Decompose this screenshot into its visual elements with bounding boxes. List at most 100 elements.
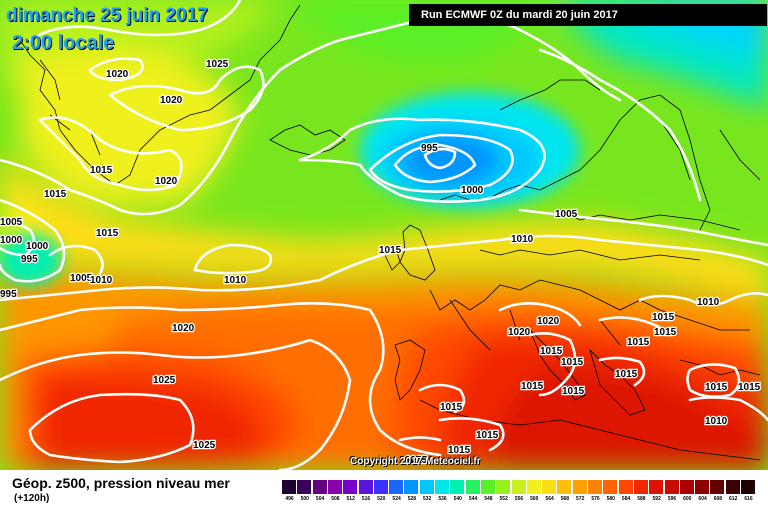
legend-cell: 564 <box>542 480 558 504</box>
legend-swatch <box>480 480 496 494</box>
legend-swatch <box>633 480 649 494</box>
legend-swatch <box>419 480 435 494</box>
legend-swatch <box>465 480 481 494</box>
legend-cell: 584 <box>618 480 634 504</box>
legend-cell: 496 <box>282 480 297 504</box>
legend-cell: 516 <box>358 480 374 504</box>
legend-value: 612 <box>729 496 738 502</box>
isobar-label: 1000 <box>0 235 23 246</box>
isobar-label: 1020 <box>172 323 195 334</box>
isobar-label: 1015 <box>738 382 761 393</box>
legend-swatch <box>404 480 420 494</box>
legend-swatch <box>679 480 695 494</box>
legend-swatch <box>435 480 450 494</box>
legend-swatch <box>389 480 405 494</box>
isobar-label: 1015 <box>705 382 728 393</box>
legend-cell: 508 <box>327 480 343 504</box>
legend-swatch <box>282 480 297 494</box>
isobar-label: 1020 <box>537 316 560 327</box>
isobar-label: 1020 <box>106 69 129 80</box>
isobar-label: 1000 <box>26 241 49 252</box>
isobar-label: 1015 <box>405 455 428 466</box>
legend-cell: 612 <box>725 480 741 504</box>
legend-cell: 520 <box>373 480 389 504</box>
isobar-label: 1025 <box>153 375 176 386</box>
isobar-label: 1020 <box>508 327 531 338</box>
legend-cell: 500 <box>297 480 313 504</box>
legend-cell: 616 <box>741 480 756 504</box>
forecast-date-title: dimanche 25 juin 2017 <box>6 5 208 26</box>
legend-cell: 560 <box>526 480 542 504</box>
legend-value: 568 <box>560 496 570 502</box>
legend-cell: 600 <box>679 480 695 504</box>
isobar-label: 1020 <box>155 176 178 187</box>
isobar-label: 1015 <box>561 357 584 368</box>
isobar-label: 1015 <box>540 346 563 357</box>
legend-swatch <box>664 480 680 494</box>
footer-title: Géop. z500, pression niveau mer <box>12 475 230 491</box>
legend-cell: 524 <box>389 480 405 504</box>
legend-value: 596 <box>667 496 677 502</box>
legend-value: 532 <box>423 496 432 502</box>
legend-cell: 540 <box>450 480 466 504</box>
legend-swatch <box>572 480 588 494</box>
legend-value: 564 <box>545 496 554 502</box>
footer-subtitle: (+120h) <box>14 493 50 504</box>
isobar-label: 995 <box>21 254 38 265</box>
legend-cell: 580 <box>603 480 619 504</box>
legend-value: 600 <box>683 496 692 502</box>
legend-cell: 512 <box>343 480 359 504</box>
legend-swatch <box>496 480 512 494</box>
isobar-label: 1020 <box>160 95 183 106</box>
legend-value: 516 <box>361 496 371 502</box>
legend-value: 504 <box>315 496 325 502</box>
legend-value: 580 <box>606 496 615 502</box>
legend-swatch <box>695 480 711 494</box>
footer-bar: Géop. z500, pression niveau mer (+120h) … <box>0 470 768 512</box>
legend-swatch <box>710 480 726 494</box>
legend-value: 528 <box>407 496 417 502</box>
legend-cell: 604 <box>695 480 711 504</box>
legend-cell: 548 <box>480 480 496 504</box>
isobar-label: 1015 <box>44 189 67 200</box>
legend-value: 524 <box>392 496 401 502</box>
legend-value: 560 <box>530 496 539 502</box>
legend-swatch <box>725 480 741 494</box>
legend-value: 548 <box>484 496 493 502</box>
isobar-label: 995 <box>0 289 17 300</box>
legend-swatch <box>649 480 665 494</box>
legend-value: 588 <box>637 496 646 502</box>
legend-cell: 588 <box>633 480 649 504</box>
isobar-label: 1000 <box>461 185 484 196</box>
legend-cell: 576 <box>588 480 603 504</box>
legend-value: 604 <box>698 496 707 502</box>
legend-value: 500 <box>300 496 309 502</box>
legend-value: 512 <box>346 496 355 502</box>
legend-swatch <box>588 480 603 494</box>
isobar-label: 1010 <box>705 416 728 427</box>
legend-value: 616 <box>744 496 753 502</box>
legend-value: 544 <box>468 496 478 502</box>
map-canvas: 1020102510201015102010151005101510001000… <box>0 0 768 470</box>
legend-swatch <box>358 480 374 494</box>
legend-swatch <box>618 480 634 494</box>
isobar-label: 1010 <box>224 275 247 286</box>
isobar-label: 1015 <box>476 430 499 441</box>
legend-cell: 536 <box>435 480 450 504</box>
legend-cell: 504 <box>312 480 328 504</box>
isobars <box>0 0 768 470</box>
isobar-label: 1015 <box>521 381 544 392</box>
isobar-labels: 1020102510201015102010151005101510001000… <box>0 58 762 468</box>
legend-swatch <box>343 480 359 494</box>
isobar-label: 1015 <box>96 228 119 239</box>
legend-cell: 556 <box>511 480 527 504</box>
isobar-label: 1025 <box>193 440 216 451</box>
legend-cell: 592 <box>649 480 665 504</box>
forecast-time-title: 2:00 locale <box>12 32 115 54</box>
legend-value: 608 <box>713 496 723 502</box>
legend-value: 576 <box>591 496 600 502</box>
legend-value: 584 <box>621 496 631 502</box>
isobar-label: 1015 <box>615 369 638 380</box>
legend-value: 496 <box>285 496 294 502</box>
legend-cell: 544 <box>465 480 481 504</box>
